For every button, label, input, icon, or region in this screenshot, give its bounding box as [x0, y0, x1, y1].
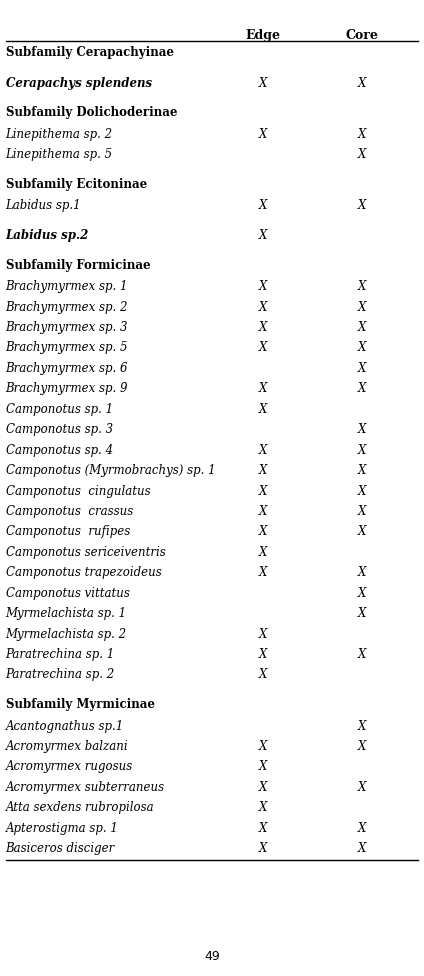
Text: X: X: [258, 465, 267, 477]
Text: X: X: [357, 505, 366, 518]
Text: X: X: [357, 301, 366, 313]
Text: X: X: [357, 128, 366, 141]
Text: X: X: [357, 424, 366, 436]
Text: X: X: [258, 342, 267, 354]
Text: Core: Core: [345, 28, 378, 42]
Text: X: X: [258, 77, 267, 90]
Text: Myrmelachista sp. 2: Myrmelachista sp. 2: [6, 628, 127, 640]
Text: Paratrechina sp. 2: Paratrechina sp. 2: [6, 669, 115, 681]
Text: Subfamily Formicinae: Subfamily Formicinae: [6, 259, 150, 271]
Text: X: X: [357, 484, 366, 498]
Text: Acromyrmex subterraneus: Acromyrmex subterraneus: [6, 781, 165, 793]
Text: Camponotus sp. 4: Camponotus sp. 4: [6, 444, 113, 457]
Text: X: X: [258, 505, 267, 518]
Text: X: X: [258, 484, 267, 498]
Text: X: X: [258, 321, 267, 334]
Text: X: X: [258, 628, 267, 640]
Text: X: X: [258, 444, 267, 457]
Text: X: X: [258, 403, 267, 416]
Text: X: X: [258, 648, 267, 661]
Text: X: X: [258, 199, 267, 213]
Text: X: X: [258, 128, 267, 141]
Text: Camponotus sp. 1: Camponotus sp. 1: [6, 403, 113, 416]
Text: Brachymyrmex sp. 1: Brachymyrmex sp. 1: [6, 280, 128, 293]
Text: X: X: [258, 301, 267, 313]
Text: X: X: [357, 199, 366, 213]
Text: X: X: [357, 383, 366, 395]
Text: Subfamily Cerapachyinae: Subfamily Cerapachyinae: [6, 46, 173, 60]
Text: Camponotus sericeiventris: Camponotus sericeiventris: [6, 546, 165, 559]
Text: X: X: [357, 587, 366, 599]
Text: Paratrechina sp. 1: Paratrechina sp. 1: [6, 648, 115, 661]
Text: X: X: [357, 607, 366, 620]
Text: X: X: [258, 740, 267, 753]
Text: Camponotus  cingulatus: Camponotus cingulatus: [6, 484, 150, 498]
Text: Camponotus trapezoideus: Camponotus trapezoideus: [6, 566, 162, 580]
Text: Subfamily Dolichoderinae: Subfamily Dolichoderinae: [6, 106, 177, 119]
Text: X: X: [258, 781, 267, 793]
Text: Basiceros disciger: Basiceros disciger: [6, 842, 115, 855]
Text: X: X: [258, 280, 267, 293]
Text: X: X: [357, 525, 366, 539]
Text: X: X: [258, 566, 267, 580]
Text: X: X: [357, 362, 366, 375]
Text: Subfamily Ecitoninae: Subfamily Ecitoninae: [6, 178, 147, 191]
Text: Linepithema sp. 2: Linepithema sp. 2: [6, 128, 113, 141]
Text: Brachymyrmex sp. 2: Brachymyrmex sp. 2: [6, 301, 128, 313]
Text: X: X: [357, 822, 366, 834]
Text: X: X: [357, 280, 366, 293]
Text: X: X: [357, 342, 366, 354]
Text: X: X: [258, 822, 267, 834]
Text: Linepithema sp. 5: Linepithema sp. 5: [6, 148, 113, 161]
Text: Brachymyrmex sp. 5: Brachymyrmex sp. 5: [6, 342, 128, 354]
Text: X: X: [258, 383, 267, 395]
Text: X: X: [258, 546, 267, 559]
Text: Acromyrmex balzani: Acromyrmex balzani: [6, 740, 128, 753]
Text: X: X: [258, 842, 267, 855]
Text: Brachymyrmex sp. 9: Brachymyrmex sp. 9: [6, 383, 128, 395]
Text: Brachymyrmex sp. 3: Brachymyrmex sp. 3: [6, 321, 128, 334]
Text: X: X: [357, 648, 366, 661]
Text: X: X: [357, 781, 366, 793]
Text: X: X: [258, 801, 267, 814]
Text: X: X: [258, 760, 267, 773]
Text: Atta sexdens rubropilosa: Atta sexdens rubropilosa: [6, 801, 154, 814]
Text: Cerapachys splendens: Cerapachys splendens: [6, 77, 152, 90]
Text: Edge: Edge: [245, 28, 280, 42]
Text: X: X: [357, 77, 366, 90]
Text: Acantognathus sp.1: Acantognathus sp.1: [6, 719, 124, 733]
Text: Labidus sp.2: Labidus sp.2: [6, 229, 89, 242]
Text: X: X: [258, 229, 267, 242]
Text: Apterostigma sp. 1: Apterostigma sp. 1: [6, 822, 118, 834]
Text: Myrmelachista sp. 1: Myrmelachista sp. 1: [6, 607, 127, 620]
Text: X: X: [357, 321, 366, 334]
Text: X: X: [258, 669, 267, 681]
Text: X: X: [357, 444, 366, 457]
Text: Acromyrmex rugosus: Acromyrmex rugosus: [6, 760, 133, 773]
Text: X: X: [357, 566, 366, 580]
Text: 49: 49: [204, 950, 220, 963]
Text: Brachymyrmex sp. 6: Brachymyrmex sp. 6: [6, 362, 128, 375]
Text: Camponotus  rufipes: Camponotus rufipes: [6, 525, 130, 539]
Text: X: X: [357, 719, 366, 733]
Text: X: X: [258, 525, 267, 539]
Text: Camponotus  crassus: Camponotus crassus: [6, 505, 133, 518]
Text: Camponotus (Myrmobrachys) sp. 1: Camponotus (Myrmobrachys) sp. 1: [6, 465, 215, 477]
Text: X: X: [357, 465, 366, 477]
Text: Labidus sp.1: Labidus sp.1: [6, 199, 81, 213]
Text: Camponotus sp. 3: Camponotus sp. 3: [6, 424, 113, 436]
Text: X: X: [357, 148, 366, 161]
Text: X: X: [357, 740, 366, 753]
Text: X: X: [357, 842, 366, 855]
Text: Subfamily Myrmicinae: Subfamily Myrmicinae: [6, 698, 155, 712]
Text: Camponotus vittatus: Camponotus vittatus: [6, 587, 129, 599]
